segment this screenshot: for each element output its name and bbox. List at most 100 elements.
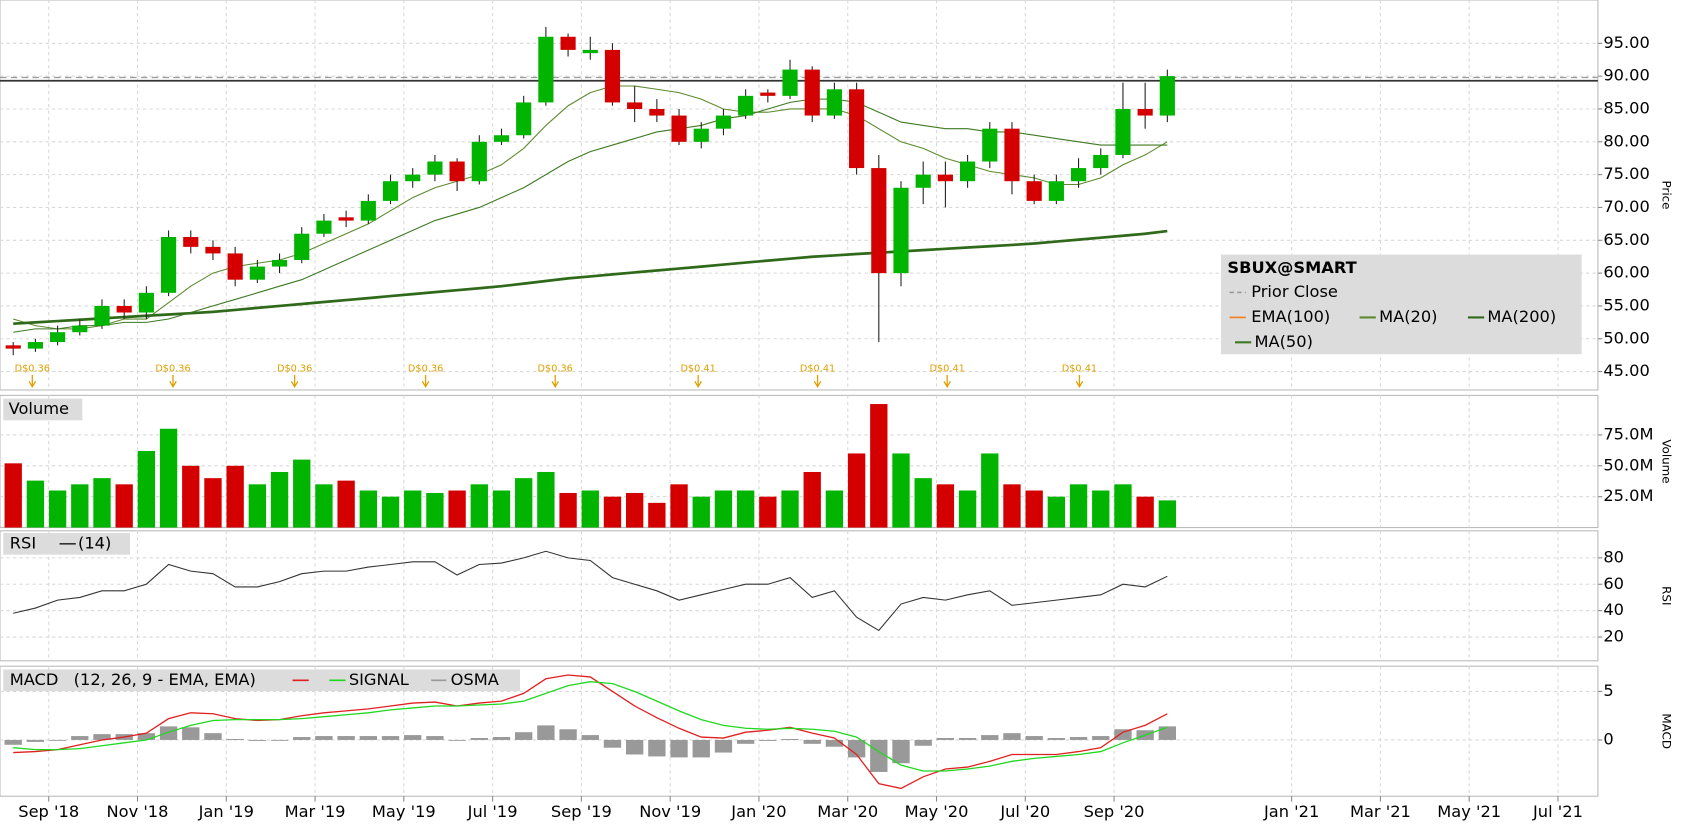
candle-body bbox=[1026, 181, 1042, 201]
legend-label: (14) bbox=[78, 533, 111, 552]
candle-body bbox=[560, 36, 576, 50]
volume-bar bbox=[981, 453, 999, 528]
osma-bar bbox=[781, 738, 799, 740]
candle-body bbox=[294, 233, 310, 260]
x-tick-label: Nov '19 bbox=[639, 802, 701, 821]
x-tick-label: Jan '21 bbox=[1263, 802, 1319, 821]
volume-bar bbox=[1025, 490, 1043, 528]
x-tick-label: Sep '18 bbox=[18, 802, 79, 821]
candle-body bbox=[116, 305, 132, 313]
legend-label: MA(20) bbox=[1379, 307, 1437, 326]
axis-label: RSI bbox=[1660, 586, 1674, 605]
volume-bar bbox=[581, 490, 599, 528]
candle-body bbox=[360, 200, 376, 221]
dividend-arrow bbox=[421, 374, 430, 388]
dividend-label: D$0.36 bbox=[277, 363, 312, 374]
dividend-label: D$0.41 bbox=[800, 363, 835, 374]
osma-bar bbox=[4, 739, 22, 745]
y-tick-label: 0 bbox=[1603, 729, 1613, 748]
panel-frame bbox=[0, 665, 1599, 797]
y-tick-label: 90.00 bbox=[1603, 66, 1649, 85]
y-tick-label: 20 bbox=[1603, 627, 1624, 646]
x-tick-label: Jan '20 bbox=[730, 802, 786, 821]
osma-bar bbox=[1092, 736, 1110, 740]
x-tick-label: Mar '19 bbox=[285, 802, 346, 821]
legend-label: SIGNAL bbox=[349, 670, 409, 689]
volume-bar bbox=[404, 490, 422, 528]
dividend-arrow bbox=[1075, 374, 1084, 388]
dividend-arrow bbox=[694, 374, 702, 388]
y-tick-label: 50.0M bbox=[1603, 455, 1653, 474]
osma-bar bbox=[426, 736, 444, 740]
candle-body bbox=[316, 220, 332, 234]
candle-body bbox=[760, 92, 776, 96]
osma-bar bbox=[492, 737, 511, 740]
volume-bar bbox=[270, 471, 289, 528]
candle-body bbox=[249, 266, 265, 280]
osma-bar bbox=[603, 739, 622, 748]
y-tick-label: 25.0M bbox=[1603, 486, 1653, 505]
candle-body bbox=[538, 36, 554, 103]
legend-label: OSMA bbox=[451, 670, 499, 689]
volume-bar bbox=[1047, 496, 1066, 528]
volume-bar bbox=[26, 480, 45, 528]
candle-body bbox=[937, 174, 953, 182]
candle-body bbox=[471, 141, 487, 182]
osma-bar bbox=[581, 735, 599, 740]
candle-body bbox=[649, 108, 665, 116]
dividend-label: D$0.36 bbox=[408, 363, 443, 374]
candle-body bbox=[826, 89, 843, 116]
candle-body bbox=[160, 237, 177, 293]
osma-bar bbox=[1114, 729, 1132, 740]
volume-bar bbox=[381, 496, 400, 528]
volume-bar bbox=[847, 453, 866, 528]
volume-bar bbox=[293, 459, 311, 528]
y-tick-label: 75.0M bbox=[1603, 424, 1653, 443]
osma-bar bbox=[71, 736, 89, 740]
legend-title: SBUX@SMART bbox=[1227, 258, 1356, 277]
candle-body bbox=[227, 253, 243, 280]
panel-frame bbox=[0, 0, 1599, 391]
osma-bar bbox=[714, 739, 733, 753]
panel-frame bbox=[0, 394, 1599, 529]
panel-title-box bbox=[3, 398, 83, 421]
x-tick-label: Mar '20 bbox=[817, 802, 878, 821]
y-tick-label: 95.00 bbox=[1603, 33, 1649, 52]
legend-label: Prior Close bbox=[1251, 282, 1338, 301]
volume-bar bbox=[93, 478, 111, 528]
volume-bar bbox=[359, 490, 377, 528]
panel-title: MACD bbox=[10, 670, 59, 689]
moving-average bbox=[13, 98, 1168, 333]
volume-bar bbox=[537, 471, 555, 528]
osma-bar bbox=[404, 735, 422, 740]
rsi-line bbox=[13, 550, 1168, 632]
volume-bar bbox=[936, 484, 955, 528]
axis-label: MACD bbox=[1660, 713, 1674, 749]
osma-bar bbox=[759, 739, 777, 741]
osma-bar bbox=[870, 739, 888, 772]
candle-body bbox=[671, 115, 687, 142]
osma-bar bbox=[936, 738, 955, 740]
volume-bar bbox=[825, 490, 844, 528]
y-tick-label: 55.00 bbox=[1603, 295, 1649, 314]
volume-bar bbox=[670, 484, 688, 528]
y-tick-label: 40 bbox=[1603, 600, 1624, 619]
candle-body bbox=[915, 174, 931, 188]
osma-bar bbox=[803, 739, 821, 744]
x-tick-label: Jul '19 bbox=[467, 802, 518, 821]
candle-body bbox=[693, 128, 709, 142]
volume-bar bbox=[71, 484, 89, 528]
osma-bar bbox=[559, 729, 577, 740]
candle-body bbox=[1004, 128, 1020, 182]
candle-body bbox=[138, 292, 154, 313]
dividend-arrow bbox=[813, 374, 822, 388]
x-tick-label: Mar '21 bbox=[1350, 802, 1411, 821]
volume-bar bbox=[625, 492, 644, 528]
volume-bar bbox=[448, 490, 466, 528]
osma-bar bbox=[692, 739, 710, 758]
y-tick-label: 75.00 bbox=[1603, 164, 1649, 183]
candle-body bbox=[72, 325, 88, 333]
volume-bar bbox=[204, 478, 222, 528]
osma-bar bbox=[48, 739, 67, 741]
